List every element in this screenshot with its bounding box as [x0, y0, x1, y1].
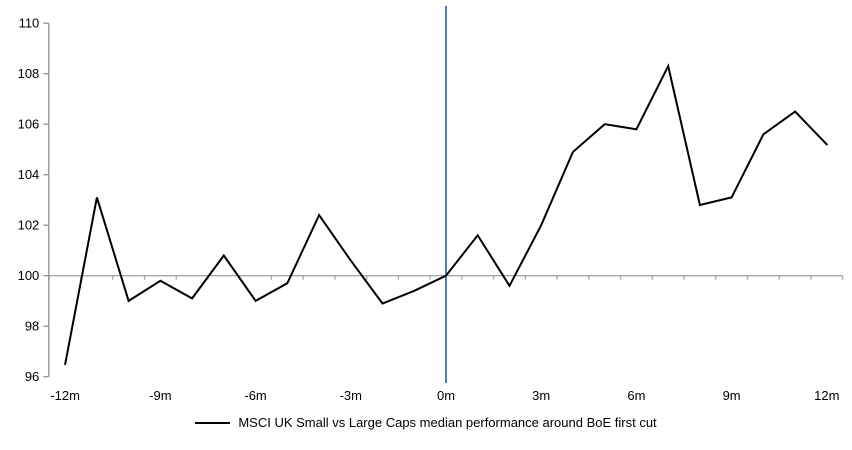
y-axis-tick-label: 110	[19, 16, 40, 31]
y-axis-tick-label: 104	[18, 167, 40, 182]
line-chart-svg: 110 108 106 104 102 100 98 96 -12m -9m -6m -3m 0m 3m 6…	[18, 6, 844, 403]
x-axis-tick-label: 9m	[723, 388, 741, 403]
x-axis-tick-label: 6m	[627, 388, 645, 403]
y-axis-tick-label: 98	[25, 319, 39, 334]
x-axis-tick-label: 0m	[437, 388, 455, 403]
x-axis-tick-label: 12m	[814, 388, 839, 403]
y-axis-tick-label: 106	[18, 117, 40, 132]
y-axis-tick-label: 102	[18, 218, 40, 233]
x-axis-tick-label: -9m	[149, 388, 171, 403]
series-line	[64, 63, 828, 366]
x-axis-tick-label: -6m	[244, 388, 266, 403]
x-axis-tick-label: 3m	[532, 388, 550, 403]
y-axis-tick-label: 100	[18, 268, 40, 283]
legend-label: MSCI UK Small vs Large Caps median perfo…	[238, 415, 657, 430]
legend-line-swatch	[195, 421, 231, 424]
y-axis-tick-label: 108	[18, 66, 40, 81]
y-axis-tick-label: 96	[25, 369, 39, 384]
x-axis-tick-label: -3m	[340, 388, 362, 403]
x-axis-tick-label: -12m	[50, 388, 80, 403]
chart-legend: MSCI UK Small vs Large Caps median perfo…	[0, 415, 852, 430]
